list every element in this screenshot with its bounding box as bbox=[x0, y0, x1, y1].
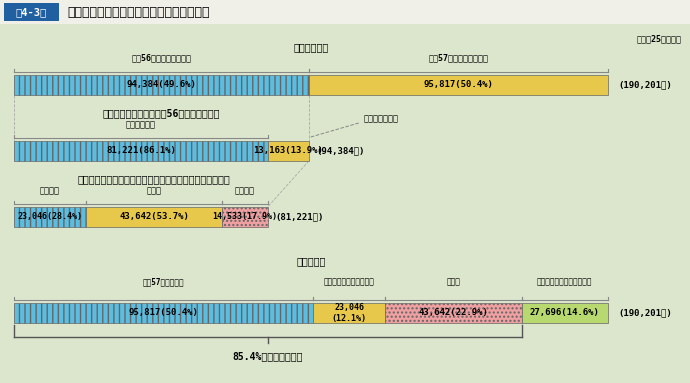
Text: 耐震診断未実施: 耐震診断未実施 bbox=[364, 115, 399, 123]
Bar bbox=[522, 303, 608, 323]
Text: 改修未定: 改修未定 bbox=[235, 187, 255, 195]
Bar bbox=[14, 207, 86, 227]
Bar bbox=[222, 207, 268, 227]
Text: 81,221(86.1%): 81,221(86.1%) bbox=[106, 147, 176, 155]
Text: 耐震診断の結果耐震性有: 耐震診断の結果耐震性有 bbox=[324, 278, 375, 286]
Text: 耐震性有: 耐震性有 bbox=[40, 187, 60, 195]
Text: 14,533(17.9%): 14,533(17.9%) bbox=[213, 213, 277, 221]
Text: 94,384(49.6%): 94,384(49.6%) bbox=[126, 80, 197, 90]
Text: 第4-3図: 第4-3図 bbox=[16, 7, 47, 17]
Bar bbox=[385, 303, 522, 323]
Text: (190,201棟): (190,201棟) bbox=[618, 308, 672, 318]
Text: 〈耐震診断実施率（昭和56年以前建築）〉: 〈耐震診断実施率（昭和56年以前建築）〉 bbox=[103, 108, 220, 118]
Bar bbox=[14, 141, 268, 161]
Bar bbox=[0, 0, 690, 24]
Text: 昭和56年以前建築の棟数: 昭和56年以前建築の棟数 bbox=[131, 54, 191, 62]
Bar bbox=[86, 207, 222, 227]
Text: 〈耐震診断実施結果と耐震改修の現状（耐震診断実施）〉: 〈耐震診断実施結果と耐震改修の現状（耐震診断実施）〉 bbox=[78, 174, 230, 184]
Bar bbox=[14, 75, 308, 95]
Bar bbox=[308, 75, 608, 95]
Text: (190,201棟): (190,201棟) bbox=[618, 80, 672, 90]
Bar bbox=[14, 303, 313, 323]
Text: （平成25年度末）: （平成25年度末） bbox=[637, 34, 682, 44]
Text: 43,642(22.9%): 43,642(22.9%) bbox=[418, 308, 489, 318]
Text: 改修済: 改修済 bbox=[446, 278, 460, 286]
Bar bbox=[4, 3, 59, 21]
Text: 防災拠点となる公共施設等の耐震化の状況: 防災拠点となる公共施設等の耐震化の状況 bbox=[67, 5, 210, 18]
Text: (81,221棟): (81,221棟) bbox=[275, 213, 324, 221]
Text: 13,163(13.9%): 13,163(13.9%) bbox=[253, 147, 323, 155]
Text: 〈建築年次〉: 〈建築年次〉 bbox=[293, 42, 328, 52]
Text: (94,384棟): (94,384棟) bbox=[317, 147, 365, 155]
Text: 昭和57年以降建築: 昭和57年以降建築 bbox=[143, 278, 184, 286]
Text: 改修未定又は耐震性未確認: 改修未定又は耐震性未確認 bbox=[537, 278, 593, 286]
Text: 95,817(50.4%): 95,817(50.4%) bbox=[424, 80, 493, 90]
Bar bbox=[268, 141, 308, 161]
Text: 耐震診断実施: 耐震診断実施 bbox=[126, 121, 156, 129]
Text: 昭和57年以降建築の棟数: 昭和57年以降建築の棟数 bbox=[428, 54, 489, 62]
Text: 85.4%（耐震性あり）: 85.4%（耐震性あり） bbox=[233, 351, 303, 361]
Text: 23,046
(12.1%): 23,046 (12.1%) bbox=[332, 303, 366, 323]
Bar bbox=[313, 303, 385, 323]
Text: 23,046(28.4%): 23,046(28.4%) bbox=[17, 213, 83, 221]
Text: 改修済: 改修済 bbox=[146, 187, 161, 195]
Text: 43,642(53.7%): 43,642(53.7%) bbox=[119, 213, 189, 221]
Text: 27,696(14.6%): 27,696(14.6%) bbox=[530, 308, 600, 318]
Text: 95,817(50.4%): 95,817(50.4%) bbox=[128, 308, 199, 318]
Text: 〈耐震率〉: 〈耐震率〉 bbox=[296, 256, 326, 266]
